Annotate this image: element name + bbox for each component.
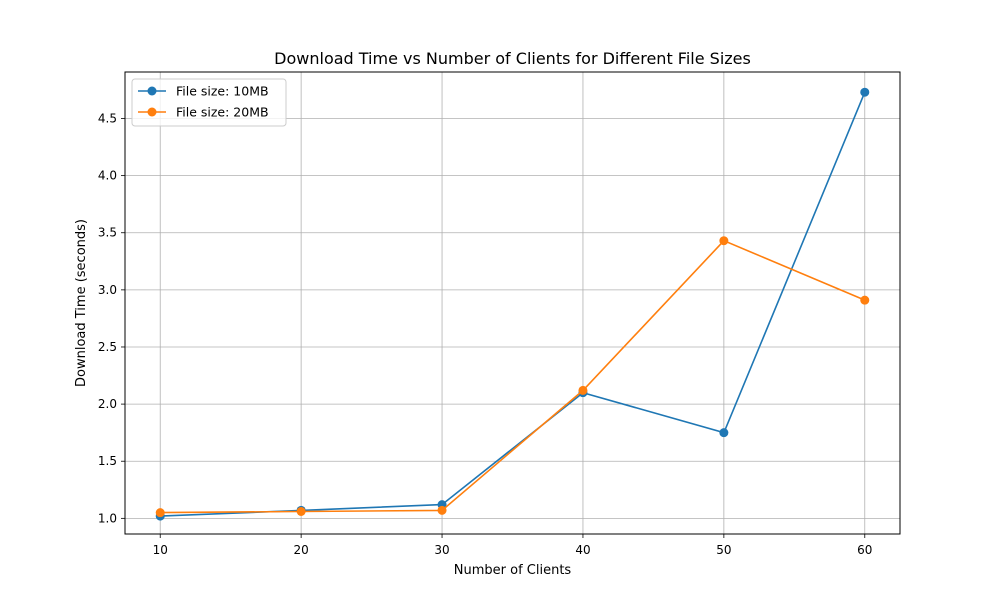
legend-label-2: File size: 20MB [176,105,269,120]
series-2-point [437,505,447,515]
y-tick-label: 4.0 [98,169,117,183]
series-2-point [719,236,729,246]
chart-title: Download Time vs Number of Clients for D… [274,49,751,68]
series-line-2 [160,239,866,514]
x-tick-label: 20 [293,543,308,557]
y-tick-label: 2.0 [98,397,117,411]
legend: File size: 10MB File size: 20MB [131,78,287,127]
y-tick-label: 4.5 [98,111,117,125]
y-tick-label: 1.5 [98,454,117,468]
x-tick-label: 30 [434,543,449,557]
y-axis-label: Download Time (seconds) [74,219,89,387]
x-tick-label: 10 [153,543,168,557]
legend-label-1: File size: 10MB [176,84,269,99]
grid [125,72,900,534]
legend-marker-1 [147,86,157,96]
x-axis: 10 20 30 40 50 60 [153,534,872,557]
x-axis-label: Number of Clients [454,563,572,578]
series-2-point [578,385,588,395]
series-layer [155,87,870,521]
plot-frame [124,71,901,535]
y-tick-label: 3.0 [98,283,117,297]
y-axis: 1.0 1.5 2.0 2.5 3.0 3.5 4.0 4.5 [98,111,125,525]
series-2-point [860,295,870,305]
series-2-point [155,508,165,518]
series-2-point [296,506,306,516]
y-tick-label: 2.5 [98,340,117,354]
legend-marker-2 [147,107,157,117]
x-tick-label: 50 [716,543,731,557]
x-tick-label: 40 [575,543,590,557]
series-1-point [860,87,870,97]
series-1-point [719,428,729,438]
y-tick-label: 3.5 [98,226,117,240]
series-line-1 [160,91,866,517]
legend-box [131,78,287,127]
y-tick-label: 1.0 [98,511,117,525]
x-tick-label: 60 [857,543,872,557]
